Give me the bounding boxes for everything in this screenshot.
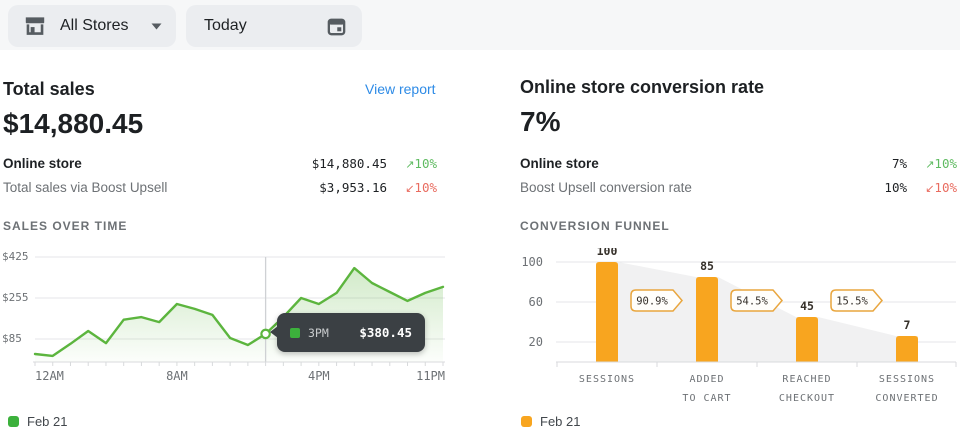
conversion-funnel-heading: CONVERSION FUNNEL — [520, 219, 670, 233]
funnel-bar[interactable] — [796, 317, 818, 362]
up-arrow-icon: ↗ — [405, 158, 415, 172]
bar-value-label: 45 — [800, 299, 814, 313]
x-axis-label: 4PM — [307, 369, 330, 383]
metric-label: Total sales via Boost Upsell — [3, 179, 168, 195]
conversion-rate-badge — [630, 289, 683, 312]
x-axis-label: 8AM — [166, 369, 188, 383]
date-filter-label: Today — [204, 17, 247, 34]
conversion-rate-badge-label: 15.5% — [836, 296, 868, 308]
funnel-background-area — [596, 262, 918, 362]
bar-value-label: 85 — [700, 259, 714, 273]
storefront-icon — [22, 13, 48, 39]
metric-value: 10% — [884, 179, 907, 195]
x-axis-label: 11PM — [416, 369, 445, 383]
metric-label: Online store — [3, 156, 82, 172]
funnel-category-label: SESSIONS — [579, 374, 635, 385]
total-sales-value: $14,880.45 — [3, 108, 144, 139]
sales-legend-swatch — [8, 416, 19, 427]
bar-value-label: 7 — [904, 318, 911, 332]
funnel-category-label: ADDED TO CART — [682, 374, 731, 404]
total-sales-title: Total sales — [3, 79, 95, 99]
funnel-bar[interactable] — [596, 262, 618, 362]
funnel-category-label: REACHED CHECKOUT — [779, 374, 835, 404]
metric-label: Online store — [520, 156, 599, 172]
metric-delta: ↙10% — [925, 179, 957, 195]
sales-over-time-heading: SALES OVER TIME — [3, 219, 128, 233]
metric-value: 7% — [891, 156, 907, 172]
top-filter-bar: All Stores Today — [0, 0, 960, 50]
metric-row: Online store $14,880.45 ↗10% — [3, 152, 437, 176]
funnel-bar[interactable] — [696, 277, 718, 362]
metric-value: $14,880.45 — [311, 156, 387, 172]
tooltip-series-swatch — [290, 327, 300, 338]
funnel-bar[interactable] — [896, 336, 918, 362]
up-arrow-icon: ↗ — [925, 158, 935, 172]
date-filter-button[interactable]: Today — [186, 5, 362, 47]
metric-row: Total sales via Boost Upsell $3,953.16 ↙10… — [3, 176, 437, 200]
conversion-metric-rows: Online store 7% ↗10% Boost Upsell conversio… — [520, 152, 957, 199]
sales-legend: Feb 21 — [8, 414, 67, 429]
chart-tooltip: 3PM $380.45 — [270, 313, 425, 352]
down-arrow-icon: ↙ — [405, 181, 415, 195]
view-report-link[interactable]: View report — [365, 81, 436, 97]
tooltip-value: $380.45 — [359, 325, 412, 340]
conversion-rate-badge — [830, 289, 883, 312]
funnel-legend: Feb 21 — [521, 414, 580, 429]
metric-delta: ↗10% — [405, 156, 437, 172]
metric-label: Boost Upsell conversion rate — [520, 179, 692, 195]
chevron-down-icon — [151, 23, 162, 30]
metric-row: Boost Upsell conversion rate 10% ↙10% — [520, 176, 957, 200]
y-axis-label: 60 — [528, 295, 543, 309]
y-axis-label: 20 — [528, 335, 543, 349]
hover-point — [260, 328, 271, 340]
bar-value-label: 100 — [597, 248, 618, 258]
conversion-rate-badge — [730, 289, 783, 312]
funnel-category-label: SESSIONS CONVERTED — [875, 374, 938, 404]
metric-delta: ↙10% — [405, 179, 437, 195]
funnel-legend-label: Feb 21 — [540, 414, 581, 429]
sales-legend-label: Feb 21 — [27, 414, 68, 429]
y-axis-label: $85 — [2, 332, 22, 345]
store-filter-button[interactable]: All Stores — [8, 5, 176, 47]
metric-delta: ↗10% — [925, 156, 957, 172]
total-sales-metric-rows: Online store $14,880.45 ↗10% Total sales vi… — [3, 152, 437, 199]
x-axis-label: 12AM — [35, 369, 64, 383]
tooltip-time-label: 3PM — [308, 325, 329, 340]
conversion-rate-value: 7% — [520, 106, 561, 137]
sales-line-series — [33, 266, 445, 358]
store-filter-label: All Stores — [60, 17, 129, 34]
metric-value: $3,953.16 — [319, 179, 387, 195]
y-axis-label: $255 — [2, 291, 29, 304]
down-arrow-icon: ↙ — [925, 181, 935, 195]
metric-row: Online store 7% ↗10% — [520, 152, 957, 176]
y-axis-label: $425 — [2, 250, 29, 263]
y-axis-label: 100 — [521, 255, 543, 269]
conversion-rate-badge-label: 90.9% — [636, 296, 668, 308]
conversion-funnel-chart[interactable]: 100 85 45 7 90.9% 54.5% 15.5% SESSIONS ADDED TO C… — [515, 248, 960, 410]
conversion-rate-badge-label: 54.5% — [736, 296, 768, 308]
conversion-rate-title: Online store conversion rate — [520, 77, 765, 97]
funnel-legend-swatch — [521, 416, 532, 427]
calendar-icon — [325, 15, 348, 38]
